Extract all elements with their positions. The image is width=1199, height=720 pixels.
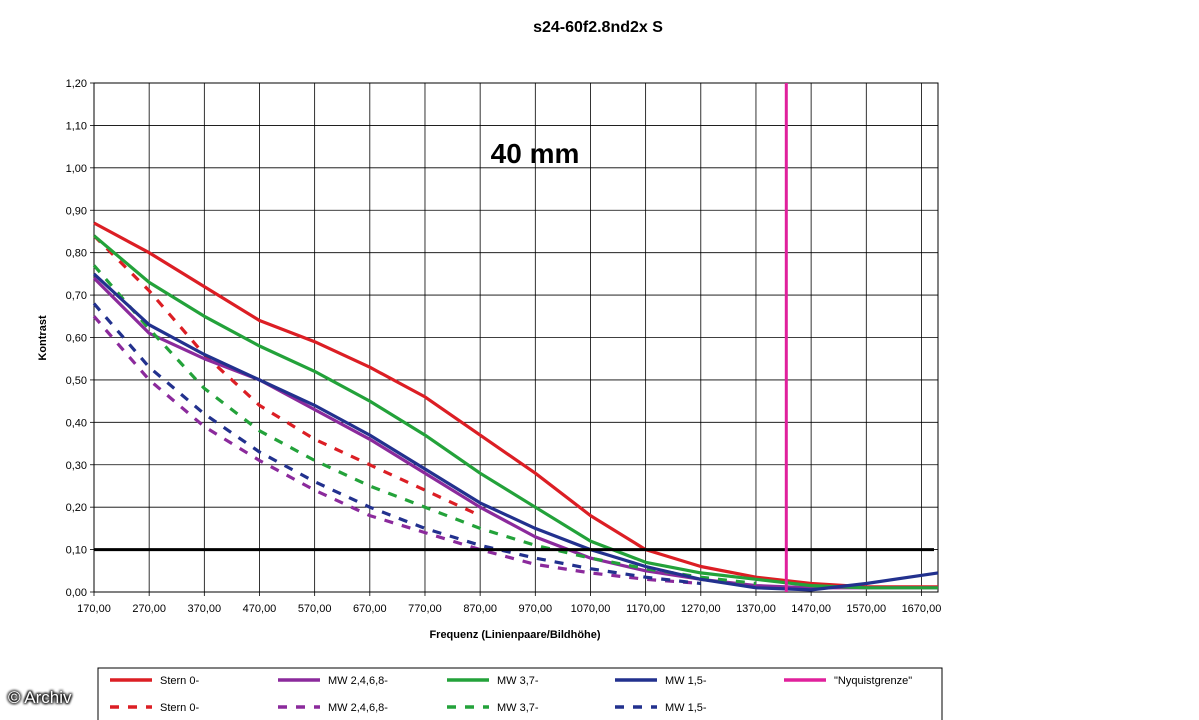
x-tick-label: 870,00 [463, 603, 497, 615]
y-tick-label: 0,70 [66, 290, 87, 302]
x-axis-label: Frequenz (Linienpaare/Bildhöhe) [429, 629, 600, 641]
x-tick-label: 670,00 [353, 603, 387, 615]
series-line-mw-1-5-dashed [92, 302, 701, 586]
legend-label: MW 1,5- [665, 702, 707, 714]
legend-label: Stern 0- [160, 675, 199, 687]
legend: Stern 0- MW 2,4,6,8- MW 3,7- MW 1,5- "Nyquis… [97, 667, 943, 720]
x-tick-label: 1270,00 [681, 603, 721, 615]
plot-area: 170,00 270,00 370,00 470,00 570,00 670,00 770,… [66, 78, 942, 615]
y-tick-label: 0,90 [66, 205, 87, 217]
x-tick-label: 570,00 [298, 603, 332, 615]
y-tick-label: 1,20 [66, 78, 87, 90]
x-tick-label: 1470,00 [791, 603, 831, 615]
x-tick-label: 170,00 [77, 603, 111, 615]
x-tick-label: 470,00 [243, 603, 277, 615]
legend-label: MW 2,4,6,8- [328, 702, 388, 714]
y-tick-label: 0,20 [66, 502, 87, 514]
y-tick-label: 0,30 [66, 460, 87, 472]
y-tick-label: 0,50 [66, 375, 87, 387]
y-tick-label: 0,80 [66, 248, 87, 260]
series-line-stern-0-dashed [92, 234, 481, 518]
y-tick-label: 0,00 [66, 587, 87, 599]
chart-title: s24-60f2.8nd2x S [533, 19, 663, 36]
y-tick-label: 1,10 [66, 120, 87, 132]
legend-label: MW 3,7- [497, 675, 539, 687]
x-tick-label: 1670,00 [902, 603, 942, 615]
y-tick-label: 0,40 [66, 417, 87, 429]
legend-box [97, 667, 943, 720]
x-tick-label: 1070,00 [571, 603, 611, 615]
focal-length-annotation: 40 mm [491, 138, 580, 169]
series-line-stern-0-solid [93, 221, 938, 589]
legend-label: MW 2,4,6,8- [328, 675, 388, 687]
legend-label: Stern 0- [160, 702, 199, 714]
x-tick-label: 270,00 [132, 603, 166, 615]
legend-label: MW 3,7- [497, 702, 539, 714]
series-line-mw-1-5-solid [92, 272, 939, 592]
x-tick-label: 370,00 [187, 603, 221, 615]
x-tick-label: 1170,00 [626, 603, 665, 615]
series-line-mw-3-7-dashed [92, 264, 757, 586]
series-line-mw-3-7-solid [92, 234, 938, 590]
series-line-mw-2-4-6-8-solid [92, 276, 938, 590]
copyright-credit: © Archiv [8, 688, 72, 707]
legend-label: "Nyquistgrenze" [834, 675, 912, 687]
legend-label: MW 1,5- [665, 675, 707, 687]
series-line-mw-2-4-6-8-dashed [92, 315, 701, 586]
x-tick-label: 1570,00 [846, 603, 886, 615]
x-tick-label: 970,00 [518, 603, 552, 615]
y-axis-label: Kontrast [37, 315, 49, 361]
x-tick-label: 770,00 [408, 603, 442, 615]
y-tick-label: 0,60 [66, 333, 87, 345]
y-tick-label: 0,10 [66, 545, 87, 557]
x-tick-label: 1370,00 [736, 603, 776, 615]
y-tick-label: 1,00 [66, 163, 87, 175]
